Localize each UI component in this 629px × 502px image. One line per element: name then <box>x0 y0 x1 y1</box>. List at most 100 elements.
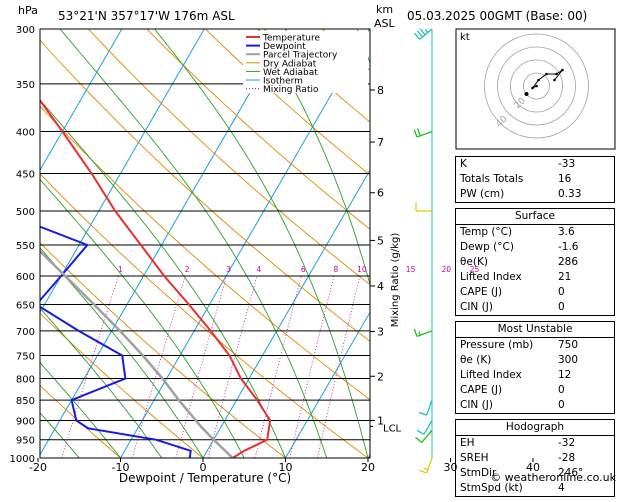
mixing-ratio-label: 3 <box>226 265 231 274</box>
pressure-tick-label: 650 <box>16 301 35 312</box>
wind-barb-flag <box>414 329 417 337</box>
wind-barb <box>415 29 432 40</box>
hodograph-point <box>553 79 556 82</box>
wind-barb <box>416 203 432 211</box>
wind-barb <box>416 430 432 442</box>
hodograph-value: 4 <box>558 481 610 496</box>
pressure-tick-label: 300 <box>16 25 35 36</box>
wind-barb-flag <box>417 430 424 434</box>
hodograph-point <box>545 73 548 76</box>
hodograph-row: EH -32 <box>456 436 614 451</box>
hodograph-point <box>537 79 540 82</box>
surface-row: θe(K) 286 <box>456 255 614 270</box>
pressure-tick-label: 900 <box>16 416 35 427</box>
wind-barb-flag <box>416 437 422 442</box>
datetime-title: 05.03.2025 00GMT (Base: 00) <box>407 9 587 23</box>
wet-adiabat-line <box>357 29 450 458</box>
wind-barb-flag <box>419 470 427 473</box>
hodograph-point <box>561 69 564 72</box>
most-unstable-row: θe (K)300 <box>456 353 614 368</box>
surface-value: 0 <box>558 285 610 300</box>
most-unstable-row: CAPE (J)0 <box>456 383 614 398</box>
indices-value: 0.33 <box>558 187 610 202</box>
wind-barbs <box>414 29 432 473</box>
hodograph-value: -28 <box>558 451 610 466</box>
mixing-ratio-label: 10 <box>357 265 367 274</box>
mixing-ratio-line <box>62 276 119 458</box>
pressure-tick-label: 350 <box>16 80 35 91</box>
hodograph-point <box>531 87 534 90</box>
lcl-label: LCL <box>383 423 402 434</box>
most-unstable-label: Pressure (mb) <box>460 338 533 353</box>
most-unstable-value: 0 <box>558 398 610 413</box>
surface-value: 286 <box>558 255 610 270</box>
most-unstable-label: Lifted Index <box>460 368 522 383</box>
wind-barb-shaft <box>427 400 432 415</box>
pressure-tick-label: 450 <box>16 169 35 180</box>
pressure-tick-label: 800 <box>16 374 35 385</box>
indices-value: -33 <box>558 157 610 172</box>
indices-row: K-33 <box>456 157 614 172</box>
most-unstable-value: 12 <box>558 368 610 383</box>
pressure-tick-label: 550 <box>16 241 35 252</box>
surface-label: θe(K) <box>460 255 488 270</box>
hodograph-label: EH <box>460 436 475 451</box>
pressure-tick-label: 600 <box>16 272 35 283</box>
pressure-tick-label: 950 <box>16 436 35 447</box>
dry-adiabat-line <box>615 29 629 458</box>
km-tick-label: 3 <box>377 325 384 338</box>
km-tick-label: 8 <box>377 84 384 97</box>
legend-entry: Mixing Ratio <box>263 85 319 95</box>
km-tick-label: 2 <box>377 370 384 383</box>
isotherm-line <box>203 29 452 458</box>
storm-motion-marker <box>525 92 529 96</box>
surface-label: Dewp (°C) <box>460 240 514 255</box>
wind-barb-flag <box>414 129 417 137</box>
indices-label: PW (cm) <box>460 187 504 202</box>
wind-barb-flag <box>417 31 422 37</box>
wind-barb-shaft <box>427 458 432 473</box>
temp-tick-label: 20 <box>361 461 375 474</box>
surface-value: 3.6 <box>558 225 610 240</box>
hodograph-value: -32 <box>558 436 610 451</box>
km-tick-label: 7 <box>377 136 384 149</box>
wind-barb <box>414 128 432 137</box>
x-axis-title: Dewpoint / Temperature (°C) <box>119 471 291 485</box>
mixing-ratio-label: 15 <box>406 265 416 274</box>
pressure-tick-label: 750 <box>16 351 35 362</box>
wind-barb-half <box>419 331 420 335</box>
pressure-tick-label: 500 <box>16 207 35 218</box>
km-tick-label: 6 <box>377 187 384 200</box>
most-unstable-label: CIN (J) <box>460 398 493 413</box>
hodograph-label: kt <box>460 32 470 43</box>
km-tick-label: 4 <box>377 280 384 293</box>
isotherm-line <box>616 29 629 458</box>
most-unstable-title: Most Unstable <box>456 322 614 337</box>
wet-adiabat-line <box>0 29 286 458</box>
asl-label: ASL <box>374 17 396 30</box>
most-unstable-label: θe (K) <box>460 353 491 368</box>
wind-barb-shaft <box>422 430 432 442</box>
pressure-tick-label: 400 <box>16 128 35 139</box>
hodograph-label: StmDir <box>460 466 496 481</box>
wind-barb <box>419 400 432 415</box>
wind-barb-flag <box>419 412 427 415</box>
dry-adiabat-line <box>0 29 286 458</box>
wind-barb <box>414 329 432 337</box>
indices-value: 16 <box>558 172 610 187</box>
km-tick-label: 5 <box>377 234 384 247</box>
pressure-tick-label: 700 <box>16 327 35 338</box>
wind-barb-flag <box>415 33 420 39</box>
hodograph-table-title: Hodograph <box>456 420 614 435</box>
most-unstable-value: 750 <box>558 338 610 353</box>
surface-value: 21 <box>558 270 610 285</box>
